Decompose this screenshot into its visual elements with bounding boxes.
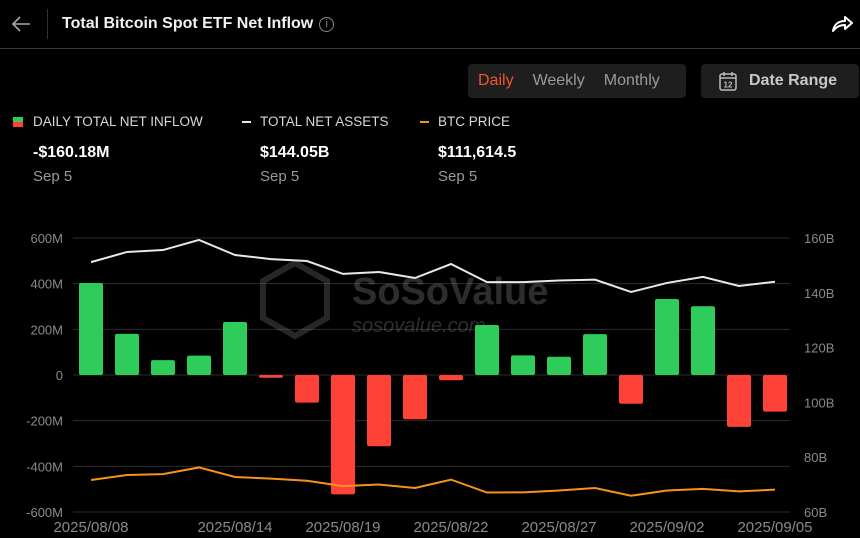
inflow-bar[interactable] (763, 375, 787, 412)
x-axis-tick: 2025/08/08 (53, 519, 128, 536)
y-right-tick: 140B (804, 286, 834, 301)
assets-value: $144.05B (260, 144, 330, 161)
y-left-tick: -600M (26, 505, 63, 520)
divider (47, 9, 48, 39)
top-bar: Total Bitcoin Spot ETF Net Inflow i (0, 0, 860, 49)
tab-daily[interactable]: Daily (478, 72, 514, 89)
tab-monthly[interactable]: Monthly (603, 72, 660, 89)
inflow-bar[interactable] (547, 356, 571, 375)
assets-date: Sep 5 (260, 168, 300, 185)
assets-line-icon (242, 120, 251, 123)
inflow-bar[interactable] (79, 282, 103, 375)
inflow-bar[interactable] (583, 334, 607, 375)
inflow-bar[interactable] (619, 375, 643, 404)
inflow-chart[interactable]: 600M 400M 200M 0 -200M -400M -600M 160B 140B 120B… (0, 220, 860, 538)
y-left-tick: 0 (56, 368, 63, 383)
inflow-bar[interactable] (439, 375, 463, 381)
date-range-button[interactable]: 12 Date Range (701, 64, 859, 98)
y-left-tick: 600M (30, 231, 63, 246)
y-left-tick: -200M (26, 414, 63, 429)
arrow-left-icon[interactable] (10, 12, 32, 36)
calendar-icon: 12 (719, 72, 737, 91)
inflow-bar[interactable] (691, 306, 715, 375)
y-left-tick: 400M (30, 277, 63, 292)
inflow-swatch-icon (13, 116, 23, 127)
y-left-tick: -400M (26, 459, 63, 474)
x-axis-tick: 2025/08/14 (197, 519, 272, 536)
btc-price-line (90, 466, 776, 497)
y-right-tick: 120B (804, 341, 834, 356)
period-selector: Daily Weekly Monthly (468, 64, 686, 98)
inflow-bar[interactable] (151, 360, 175, 375)
legend-inflow: DAILY TOTAL NET INFLOW (13, 114, 203, 129)
x-axis-tick: 2025/08/19 (305, 519, 380, 536)
y-right-tick: 100B (804, 395, 834, 410)
btc-price-date: Sep 5 (438, 168, 478, 185)
tab-weekly[interactable]: Weekly (532, 72, 585, 89)
price-line-icon (420, 120, 429, 123)
date-range-label: Date Range (749, 72, 838, 89)
x-axis-tick: 2025/08/27 (521, 519, 596, 536)
inflow-bar[interactable] (115, 333, 139, 375)
y-left-tick: 200M (30, 322, 63, 337)
inflow-bar[interactable] (655, 298, 679, 375)
svg-text:SoSoValue: SoSoValue (352, 271, 548, 313)
inflow-bar[interactable] (403, 375, 427, 420)
inflow-bar[interactable] (511, 355, 535, 375)
page-title: Total Bitcoin Spot ETF Net Inflow i (62, 15, 335, 33)
inflow-bar[interactable] (295, 375, 319, 403)
inflow-bar[interactable] (367, 375, 391, 447)
inflow-date: Sep 5 (33, 168, 73, 185)
share-icon[interactable] (830, 14, 854, 34)
inflow-bar[interactable] (727, 375, 751, 427)
inflow-bar[interactable] (259, 375, 283, 378)
inflow-bar[interactable] (331, 375, 355, 495)
legend-assets: TOTAL NET ASSETS (242, 114, 389, 129)
x-axis-tick: 2025/08/22 (413, 519, 488, 536)
total-assets-line (90, 238, 776, 294)
y-right-tick: 80B (804, 450, 827, 465)
x-axis-tick: 2025/09/05 (737, 519, 812, 536)
legend-btc-price: BTC PRICE (420, 114, 510, 129)
svg-text:sosovalue.com: sosovalue.com (352, 315, 485, 337)
inflow-bar[interactable] (475, 324, 499, 375)
inflow-bar[interactable] (223, 322, 247, 375)
btc-price-value: $111,614.5 (438, 144, 517, 161)
x-axis-tick: 2025/09/02 (629, 519, 704, 536)
info-icon[interactable]: i (319, 17, 335, 32)
inflow-bar[interactable] (187, 355, 211, 375)
inflow-value: -$160.18M (33, 144, 110, 161)
y-right-tick: 60B (804, 505, 827, 520)
y-right-tick: 160B (804, 231, 834, 246)
svg-text:12: 12 (724, 81, 733, 90)
